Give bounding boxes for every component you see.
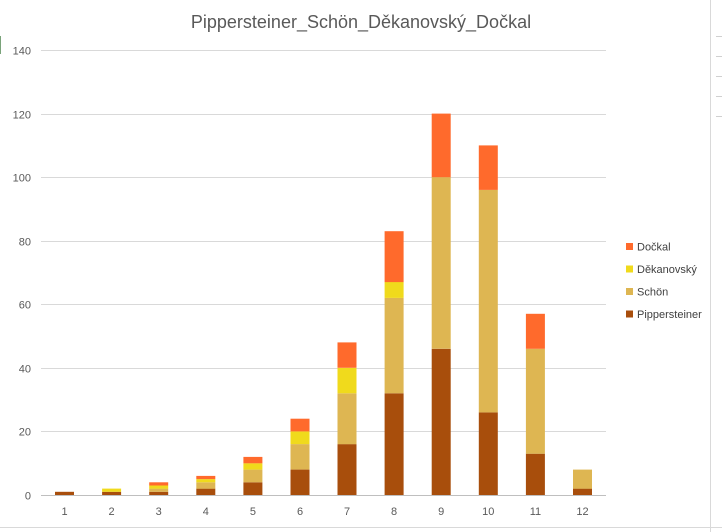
x-tick-label: 4	[203, 506, 209, 518]
bar-segment-pippersteiner	[290, 469, 310, 495]
bar-segment-schön	[384, 297, 404, 394]
y-tick-label: 100	[13, 173, 31, 185]
sheet-gridline-mark	[716, 36, 722, 37]
legend-swatch	[626, 265, 633, 273]
bar-segment-dočkal	[384, 231, 404, 283]
y-tick-label: 120	[13, 110, 31, 122]
y-axis-tick-labels: 0 20 40 60 80 100 120 140	[13, 46, 31, 503]
bars	[55, 113, 592, 495]
bar-segment-dočkal	[525, 313, 545, 349]
bar-segment-děkanovský	[196, 479, 216, 483]
chart-title: Pippersteiner_Schön_Děkanovský_Dočkal	[190, 12, 532, 32]
chart-border-right	[710, 0, 711, 532]
legend-swatch	[626, 310, 633, 318]
bar-segment-dočkal	[290, 418, 310, 432]
sheet-gridline-mark	[716, 76, 722, 77]
bar-segment-děkanovský	[290, 431, 310, 445]
bar-segment-dočkal	[478, 145, 498, 190]
bar-segment-pippersteiner	[196, 488, 216, 495]
bar-segment-dočkal	[196, 475, 216, 480]
x-tick-label: 10	[482, 506, 494, 518]
x-tick-label: 12	[576, 506, 588, 518]
legend-swatch	[626, 243, 633, 250]
bar-segment-dočkal	[337, 342, 357, 368]
x-tick-label: 6	[297, 506, 303, 518]
gridlines	[41, 50, 606, 496]
bar-segment-děkanovský	[149, 485, 169, 489]
bar-segment-děkanovský	[337, 367, 357, 394]
legend-label: Dočkal	[637, 242, 671, 254]
bar-segment-pippersteiner	[243, 482, 263, 495]
bar-segment-pippersteiner	[55, 491, 74, 495]
bar-segment-schön	[573, 469, 592, 489]
bar-segment-děkanovský	[384, 282, 404, 298]
y-tick-label: 140	[13, 46, 31, 58]
bar-segment-dočkal	[243, 456, 263, 464]
x-tick-label: 3	[156, 506, 162, 518]
bar-segment-dočkal	[431, 113, 451, 178]
legend: Dočkal Děkanovský Schön Pippersteiner	[626, 242, 702, 321]
bar-segment-schön	[337, 393, 357, 445]
bar-segment-děkanovský	[102, 488, 122, 492]
sheet-gridline-mark	[716, 96, 722, 97]
bar-segment-schön	[478, 189, 498, 413]
sheet-gridline-mark	[716, 116, 722, 117]
bar-segment-schön	[196, 482, 216, 489]
x-tick-label: 2	[109, 506, 115, 518]
y-tick-label: 20	[19, 427, 31, 439]
legend-label: Schön	[637, 287, 668, 299]
bar-segment-pippersteiner	[478, 412, 498, 495]
bar-segment-schön	[525, 348, 545, 454]
bar-segment-dočkal	[149, 482, 169, 486]
x-tick-label: 7	[344, 506, 350, 518]
x-axis-tick-labels: 1 2 3 4 5 6 7 8 9 10 11 12	[61, 506, 588, 518]
x-tick-label: 11	[530, 506, 541, 518]
bar-segment-pippersteiner	[525, 453, 545, 495]
chart-border-bottom	[0, 527, 722, 528]
x-tick-label: 5	[250, 506, 256, 518]
legend-label: Děkanovský	[637, 264, 697, 276]
bar-segment-děkanovský	[243, 463, 263, 470]
y-tick-label: 60	[19, 300, 31, 312]
bar-segment-pippersteiner	[384, 393, 404, 495]
bar-segment-pippersteiner	[102, 491, 122, 495]
y-tick-label: 40	[19, 364, 31, 376]
legend-label: Pippersteiner	[637, 309, 702, 321]
bar-segment-pippersteiner	[431, 348, 451, 495]
bar-segment-schön	[149, 488, 169, 492]
x-tick-label: 8	[391, 506, 397, 518]
bar-segment-pippersteiner	[149, 491, 169, 495]
y-tick-label: 80	[19, 237, 31, 249]
bar-segment-schön	[290, 444, 310, 470]
bar-segment-schön	[431, 177, 451, 349]
bar-segment-pippersteiner	[573, 488, 592, 495]
bar-segment-pippersteiner	[337, 444, 357, 495]
legend-swatch	[626, 288, 633, 295]
x-tick-label: 1	[61, 506, 67, 518]
x-tick-label: 9	[438, 506, 444, 518]
window-edge-marker	[0, 36, 1, 54]
bar-segment-schön	[243, 469, 263, 483]
y-tick-label: 0	[25, 491, 31, 503]
sheet-gridline-mark	[716, 56, 722, 57]
